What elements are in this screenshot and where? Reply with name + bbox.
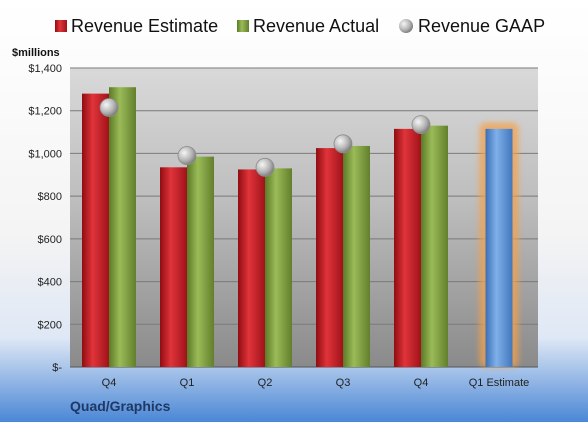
legend-swatch-actual — [237, 20, 249, 32]
x-tick-label: Q4 — [102, 377, 117, 389]
y-tick-label: $400 — [38, 277, 62, 289]
marker-revenue-gaap — [177, 146, 197, 165]
bar-revenue-estimate — [316, 148, 343, 367]
marker-revenue-gaap — [255, 157, 275, 177]
y-tick-label: $1,200 — [28, 106, 62, 118]
bar-revenue-estimate — [160, 167, 187, 367]
y-axis-unit-label: $millions — [12, 47, 60, 59]
y-tick-label: $1,000 — [28, 148, 62, 160]
marker-revenue-gaap — [99, 98, 119, 117]
legend-label-actual: Revenue Actual — [253, 16, 379, 36]
bar-revenue-actual — [109, 87, 136, 367]
legend-label-gaap: Revenue GAAP — [418, 16, 545, 36]
company-name: Quad/Graphics — [70, 398, 171, 414]
x-tick-label: Q1 — [180, 377, 195, 389]
legend-marker-gaap — [399, 19, 413, 33]
bar-revenue-estimate — [238, 169, 265, 367]
bar-revenue-actual — [187, 156, 214, 367]
y-tick-label: $800 — [38, 191, 62, 203]
x-tick-label: Q3 — [336, 377, 351, 389]
legend: Revenue Estimate Revenue Actual Revenue … — [55, 16, 545, 36]
x-tick-label: Q2 — [258, 377, 273, 389]
bar-revenue-actual — [343, 145, 370, 367]
bar-revenue-estimate — [394, 128, 421, 367]
y-axis-ticks: $- $200 $400 $600 $800 $1,000 $1,200 $1,400 — [28, 63, 62, 374]
marker-revenue-gaap — [411, 115, 431, 134]
bar-revenue-actual — [265, 168, 292, 367]
legend-label-estimate: Revenue Estimate — [71, 16, 218, 36]
x-tick-label: Q4 — [414, 377, 429, 389]
bar-forward-estimate — [485, 128, 513, 367]
bar-revenue-actual — [421, 125, 448, 368]
bar-revenue-estimate — [82, 93, 109, 367]
bars — [82, 87, 519, 368]
y-tick-label: $- — [52, 362, 62, 374]
legend-swatch-estimate — [55, 20, 67, 32]
grid-lines — [70, 67, 538, 368]
x-axis-ticks: Q4 Q1 Q2 Q3 Q4 Q1 Estimate — [102, 377, 530, 389]
y-tick-label: $600 — [38, 234, 62, 246]
plot-area — [70, 68, 538, 367]
y-tick-label: $1,400 — [28, 63, 62, 75]
y-tick-label: $200 — [38, 319, 62, 331]
gaap-markers — [99, 98, 431, 177]
marker-revenue-gaap — [333, 134, 353, 154]
x-tick-label: Q1 Estimate — [469, 377, 530, 389]
